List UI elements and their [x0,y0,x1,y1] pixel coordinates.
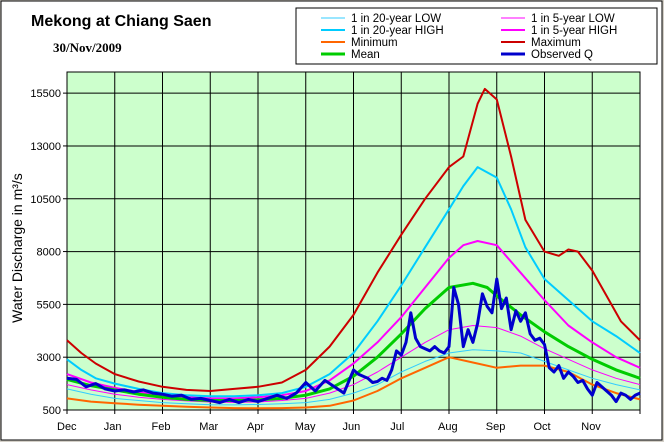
x-tick-label: Sep [486,421,506,433]
series-line-1-in-20-year-low [66,349,641,406]
y-tick-label: 5500 [37,299,61,311]
chart-title: Mekong at Chiang Saen [31,13,211,30]
x-tick-label: Jan [104,421,122,433]
x-tick-label: Jun [343,421,361,433]
legend-label: 1 in 20-year LOW [351,13,441,25]
y-tick-label: 10500 [30,194,61,206]
series-line-maximum [66,87,641,392]
y-tick-label: 13000 [30,141,61,153]
y-tick-label: 15500 [30,88,61,100]
x-tick-label: Oct [534,421,551,433]
legend-label: 1 in 20-year HIGH [351,25,444,37]
legend: 1 in 20-year LOW 1 in 5-year LOW 1 in 20-y… [295,7,658,65]
y-tick-label: 500 [43,405,61,417]
y-tick-label: 8000 [37,247,61,259]
legend-label: 1 in 5-year LOW [531,13,615,25]
x-tick-label: Nov [581,421,601,433]
x-tick-label: Apr [247,421,264,433]
x-tick-label: Aug [438,421,458,433]
series-line-observed-q [66,277,641,405]
x-tick-label: Jul [390,421,404,433]
series-line-minimum [66,356,641,410]
y-tick-label: 3000 [37,352,61,364]
horizontal-gridlines [67,92,640,358]
x-axis-ticks: Dec Jan Feb Mar Apr May Jun Jul Aug Sep Oct Nov [57,410,641,433]
x-tick-label: Mar [199,421,218,433]
x-tick-label: Feb [152,421,171,433]
legend-label: Mean [351,49,380,61]
legend-label: Minimum [351,37,398,49]
legend-label: Observed Q [531,49,593,61]
x-tick-label: Dec [57,421,77,433]
legend-box [295,7,658,65]
series-lines [66,87,641,410]
y-axis-label: Water Discharge in m³/s [9,173,25,323]
legend-label: Maximum [531,37,581,49]
x-tick-label: May [295,421,316,433]
series-line-mean [66,281,641,402]
legend-label: 1 in 5-year HIGH [531,25,617,37]
y-axis-ticks: 500 3000 5500 8000 10500 13000 15500 [30,88,67,417]
chart-subtitle: 30/Nov/2009 [53,40,122,55]
